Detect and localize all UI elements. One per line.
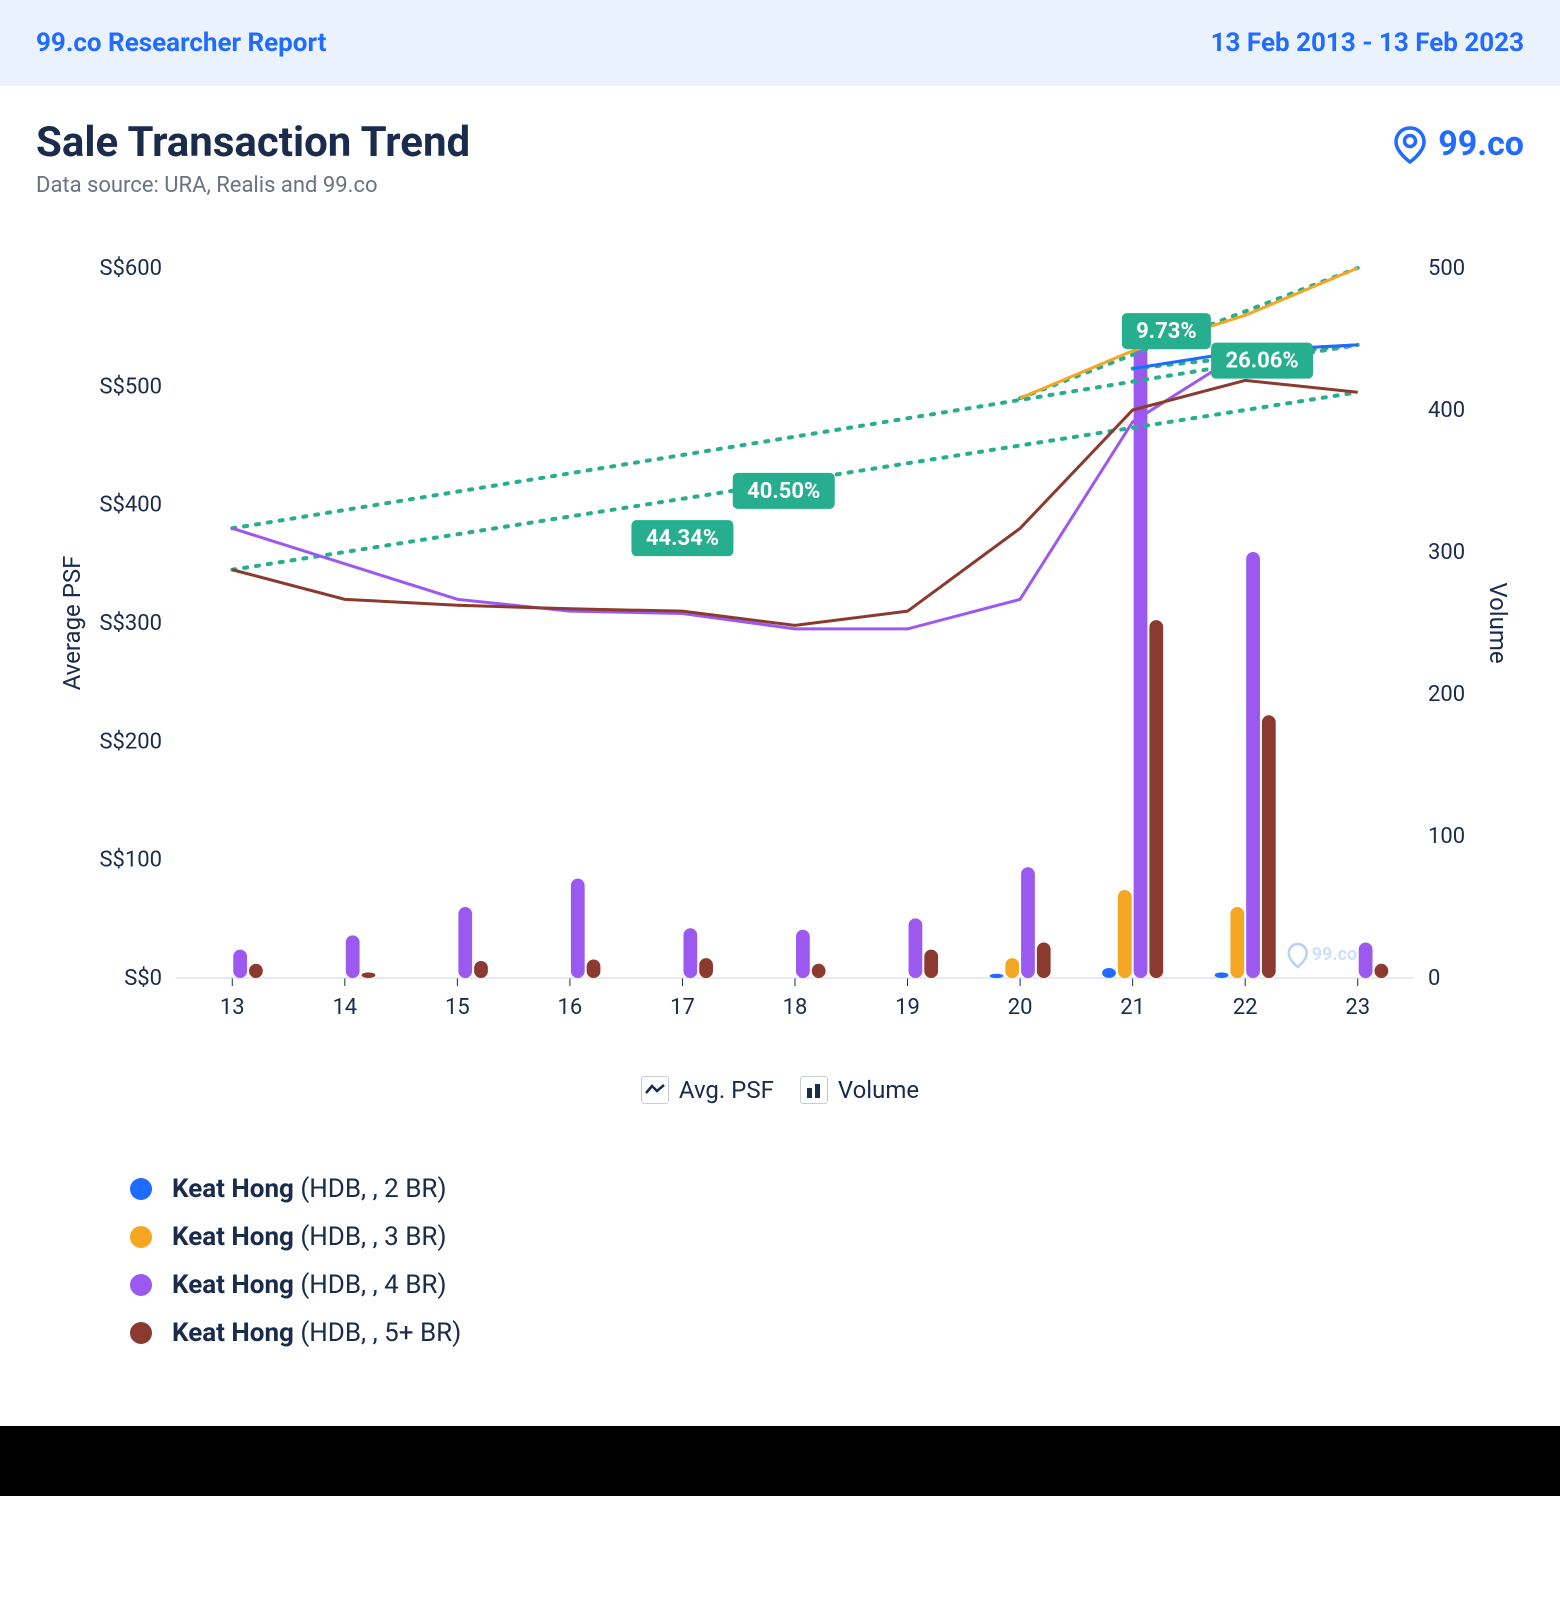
svg-text:S$200: S$200 [99, 729, 162, 754]
series-color-dot [130, 1178, 152, 1200]
svg-text:19: 19 [895, 995, 920, 1020]
banner-date-range: 13 Feb 2013 - 13 Feb 2023 [1211, 28, 1524, 58]
series-legend-item[interactable]: Keat Hong (HDB, , 4 BR) [130, 1270, 1500, 1300]
svg-text:S$300: S$300 [99, 611, 162, 636]
svg-text:200: 200 [1428, 682, 1465, 707]
svg-text:22: 22 [1233, 995, 1258, 1020]
svg-text:Average PSF: Average PSF [58, 556, 86, 691]
svg-text:9.73%: 9.73% [1136, 319, 1197, 344]
svg-text:16: 16 [558, 995, 583, 1020]
svg-text:20: 20 [1008, 995, 1033, 1020]
series-color-dot [130, 1322, 152, 1344]
svg-text:26.06%: 26.06% [1225, 349, 1298, 374]
svg-text:100: 100 [1428, 824, 1465, 849]
svg-text:300: 300 [1428, 540, 1465, 565]
line-icon [641, 1076, 669, 1104]
svg-text:44.34%: 44.34% [646, 526, 719, 551]
legend-volume[interactable]: Volume [800, 1076, 919, 1104]
svg-text:Volume: Volume [1484, 582, 1512, 663]
svg-text:S$500: S$500 [99, 374, 162, 399]
svg-text:S$100: S$100 [99, 848, 162, 873]
svg-text:500: 500 [1428, 256, 1465, 281]
svg-text:17: 17 [670, 995, 695, 1020]
svg-text:S$600: S$600 [99, 256, 162, 281]
sale-trend-chart: S$0 S$100 S$200 S$300 S$400 S$500 S$600 Average… [36, 228, 1524, 1058]
series-label: Keat Hong (HDB, , 4 BR) [172, 1270, 447, 1300]
svg-text:40.50%: 40.50% [747, 479, 820, 504]
series-color-dot [130, 1226, 152, 1248]
page-title: Sale Transaction Trend [36, 118, 470, 167]
footer-strip [0, 1426, 1560, 1496]
series-label: Keat Hong (HDB, , 3 BR) [172, 1222, 447, 1252]
bar-icon [800, 1076, 828, 1104]
brand-pin-icon [1390, 124, 1430, 164]
svg-text:0: 0 [1428, 966, 1440, 991]
chart-type-legend: Avg. PSF Volume [36, 1076, 1524, 1104]
legend-avg-psf-label: Avg. PSF [679, 1076, 774, 1104]
svg-text:13: 13 [220, 995, 245, 1020]
brand-text: 99.co [1438, 124, 1524, 164]
series-legend: Keat Hong (HDB, , 2 BR) Keat Hong (HDB, ,… [0, 1144, 1560, 1426]
page-subtitle: Data source: URA, Realis and 99.co [36, 173, 470, 198]
banner-title: 99.co Researcher Report [36, 28, 326, 58]
header-text-block: Sale Transaction Trend Data source: URA,… [36, 118, 470, 198]
svg-text:S$0: S$0 [124, 966, 162, 991]
svg-text:S$400: S$400 [99, 493, 162, 518]
report-banner: 99.co Researcher Report 13 Feb 2013 - 13… [0, 0, 1560, 86]
report-header: Sale Transaction Trend Data source: URA,… [0, 86, 1560, 208]
svg-text:14: 14 [332, 995, 357, 1020]
series-label: Keat Hong (HDB, , 2 BR) [172, 1174, 447, 1204]
series-legend-item[interactable]: Keat Hong (HDB, , 3 BR) [130, 1222, 1500, 1252]
svg-text:18: 18 [783, 995, 808, 1020]
svg-text:99.co: 99.co [1312, 944, 1357, 965]
legend-avg-psf[interactable]: Avg. PSF [641, 1076, 774, 1104]
series-label: Keat Hong (HDB, , 5+ BR) [172, 1318, 461, 1348]
svg-text:400: 400 [1428, 398, 1465, 423]
svg-text:23: 23 [1345, 995, 1370, 1020]
series-color-dot [130, 1274, 152, 1296]
chart-container: S$0 S$100 S$200 S$300 S$400 S$500 S$600 Average… [0, 208, 1560, 1144]
brand-logo: 99.co [1390, 124, 1524, 164]
series-legend-item[interactable]: Keat Hong (HDB, , 5+ BR) [130, 1318, 1500, 1348]
legend-volume-label: Volume [838, 1076, 919, 1104]
series-legend-item[interactable]: Keat Hong (HDB, , 2 BR) [130, 1174, 1500, 1204]
svg-text:21: 21 [1120, 995, 1145, 1020]
svg-text:15: 15 [445, 995, 470, 1020]
